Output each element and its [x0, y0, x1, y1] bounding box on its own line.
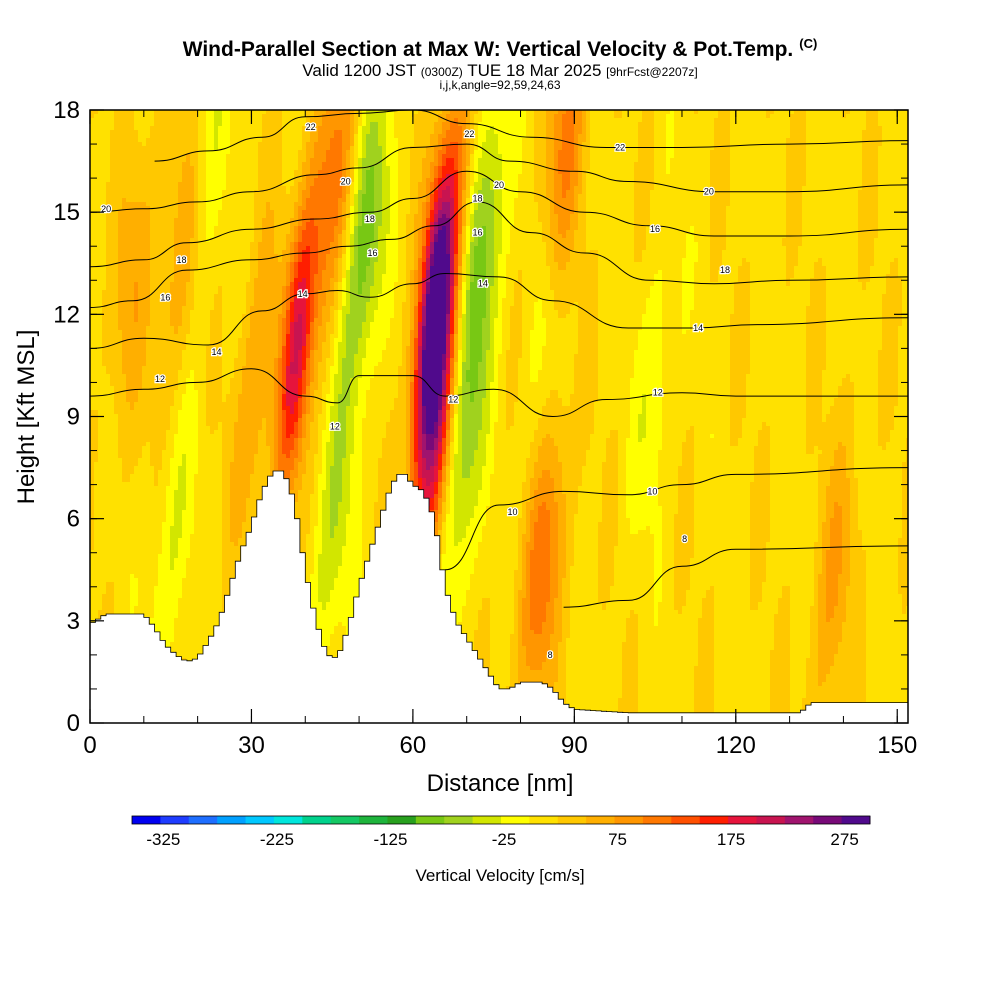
- colorbar-tick-label: -225: [260, 830, 294, 849]
- y-tick-label: 18: [53, 97, 80, 124]
- colorbar-swatch: [756, 816, 785, 824]
- colorbar-tick-label: 175: [717, 830, 745, 849]
- contour-label: 20: [494, 180, 504, 190]
- contour-label: 14: [298, 289, 308, 299]
- colorbar-tick-label: 275: [830, 830, 858, 849]
- contour-label: 18: [720, 265, 730, 275]
- contour-label: 12: [155, 374, 165, 384]
- contour-label: 16: [472, 228, 482, 238]
- x-tick-label: 120: [716, 732, 756, 759]
- contour-label: 8: [548, 650, 553, 660]
- colorbar-swatch: [274, 816, 303, 824]
- x-tick-label: 0: [83, 732, 96, 759]
- x-tick-label: 150: [877, 732, 917, 759]
- vertical-velocity-field: [90, 110, 910, 726]
- x-axis-label: Distance [nm]: [427, 770, 574, 797]
- colorbar-swatch: [189, 816, 218, 824]
- colorbar-label: Vertical Velocity [cm/s]: [415, 866, 584, 885]
- colorbar-swatch: [501, 816, 530, 824]
- colorbar-swatch: [387, 816, 416, 824]
- colorbar-tick-label: 75: [608, 830, 627, 849]
- colorbar-swatch: [132, 816, 161, 824]
- y-tick-label: 15: [53, 199, 80, 226]
- contour-label: 20: [341, 177, 351, 187]
- contour-label: 10: [647, 486, 657, 496]
- x-tick-label: 90: [561, 732, 588, 759]
- colorbar-tick-label: -325: [146, 830, 180, 849]
- contour-label: 20: [704, 187, 714, 197]
- contour-label: 16: [160, 292, 170, 302]
- contour-label: 12: [330, 422, 340, 432]
- colorbar-swatch: [473, 816, 502, 824]
- x-tick-label: 60: [400, 732, 427, 759]
- contour-label: 12: [653, 388, 663, 398]
- colorbar-tick-label: -125: [373, 830, 407, 849]
- contour-label: 18: [176, 255, 186, 265]
- colorbar-swatch: [728, 816, 757, 824]
- contour-label: 16: [650, 224, 660, 234]
- y-axis-label: Height [Kft MSL]: [13, 330, 40, 505]
- colorbar-swatch: [671, 816, 700, 824]
- contour-label: 22: [464, 129, 474, 139]
- colorbar-swatch: [246, 816, 275, 824]
- y-tick-label: 6: [67, 506, 80, 533]
- contour-label: 22: [306, 122, 316, 132]
- contour-label: 10: [507, 507, 517, 517]
- x-tick-label: 30: [238, 732, 265, 759]
- colorbar-swatch: [643, 816, 672, 824]
- colorbar-swatch: [444, 816, 473, 824]
- y-tick-label: 0: [67, 710, 80, 737]
- colorbar-swatch: [302, 816, 331, 824]
- contour-label: 12: [448, 394, 458, 404]
- contour-label: 14: [693, 323, 703, 333]
- colorbar-swatch: [416, 816, 445, 824]
- colorbar-swatch: [615, 816, 644, 824]
- colorbar: -325 -225 -125 -25 75 175 275: [132, 816, 871, 849]
- colorbar-swatch: [160, 816, 189, 824]
- colorbar-swatch: [331, 816, 360, 824]
- colorbar-swatch: [785, 816, 814, 824]
- contour-label: 16: [368, 248, 378, 258]
- y-tick-label: 9: [67, 404, 80, 431]
- y-tick-label: 3: [67, 608, 80, 635]
- colorbar-swatch: [586, 816, 615, 824]
- contour-label: 14: [211, 347, 221, 357]
- contour-label: 22: [615, 142, 625, 152]
- contour-label: 18: [365, 214, 375, 224]
- colorbar-swatch: [842, 816, 871, 824]
- contour-label: 8: [682, 534, 687, 544]
- contour-label: 14: [478, 279, 488, 289]
- y-tick-label: 12: [53, 301, 80, 328]
- colorbar-swatch: [558, 816, 587, 824]
- colorbar-swatch: [217, 816, 246, 824]
- colorbar-swatch: [359, 816, 388, 824]
- colorbar-swatch: [700, 816, 729, 824]
- contour-label: 18: [472, 194, 482, 204]
- colorbar-swatch: [529, 816, 558, 824]
- colorbar-tick-label: -25: [492, 830, 517, 849]
- colorbar-swatch: [813, 816, 842, 824]
